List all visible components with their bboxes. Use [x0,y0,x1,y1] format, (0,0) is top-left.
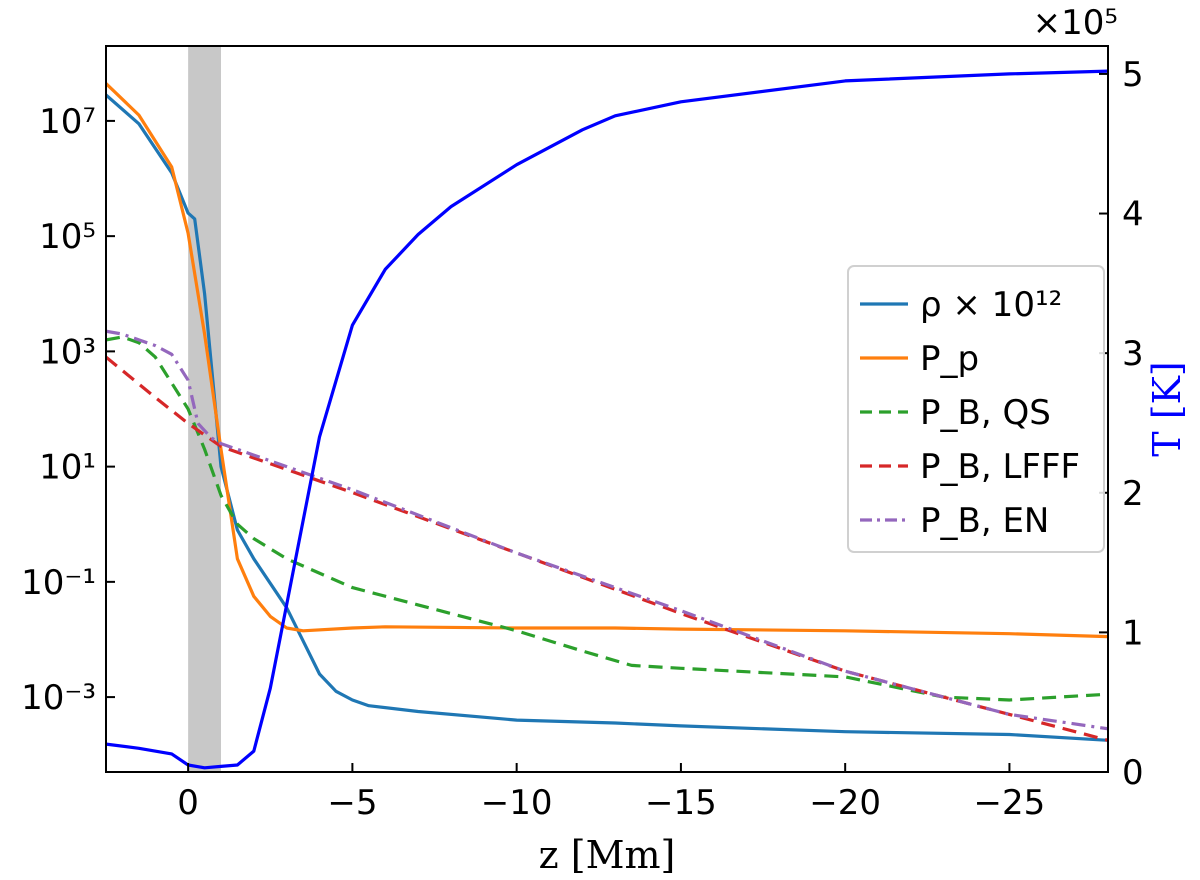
right-axis-multiplier: ×10⁵ [1033,3,1118,43]
x-tick-label: −25 [974,783,1046,823]
y-right-tick-label: 2 [1122,474,1144,514]
legend-entry: P_B, QS [920,393,1051,433]
plot-frame [105,45,1109,773]
y-right-tick-label: 5 [1122,55,1144,95]
legend-entry: P_p [920,339,979,379]
x-axis-label: z [Mm] [539,833,676,877]
y-right-tick-label: 3 [1122,334,1144,374]
series-line-1 [106,82,1108,639]
series-line-4 [106,329,1108,731]
y-left-tick-label: 10³ [39,332,96,372]
y-right-tick-label: 0 [1122,753,1144,793]
series-line-0 [106,93,1108,742]
x-tick-label: −20 [809,783,881,823]
series-layer [106,69,1108,770]
series-line-5 [106,69,1108,770]
y-left-tick-label: 10⁻³ [21,678,96,718]
legend-entry: ρ × 10¹² [920,285,1062,325]
legend-box [847,265,1105,553]
series-line-2 [106,335,1108,702]
legend: ρ × 10¹² P_p P_B, QS P_B, LFFF P_B, EN [847,265,1105,553]
y-right-tick-label: 4 [1122,195,1144,235]
legend-entry: P_B, LFFF [920,447,1080,487]
x-tick-label: −10 [481,783,553,823]
axes-layer: 0 −5 −10 −15 −20 −25 10⁷ 10⁵ 10³ 10¹ 10⁻¹ 10⁻³ 0 1 2 3 4… [21,3,1189,877]
y-left-tick-label: 10¹ [39,448,96,488]
x-tick-label: 0 [177,783,199,823]
y-left-tick-label: 10⁵ [39,217,96,257]
y-left-tick-label: 10⁻¹ [21,563,96,603]
y-right-tick-label: 1 [1122,613,1144,653]
right-axis-label: T [K] [1145,361,1189,456]
x-tick-label: −5 [327,783,377,823]
legend-entry: P_B, EN [920,501,1049,541]
y-left-tick-label: 10⁷ [39,102,96,142]
x-tick-label: −15 [645,783,717,823]
